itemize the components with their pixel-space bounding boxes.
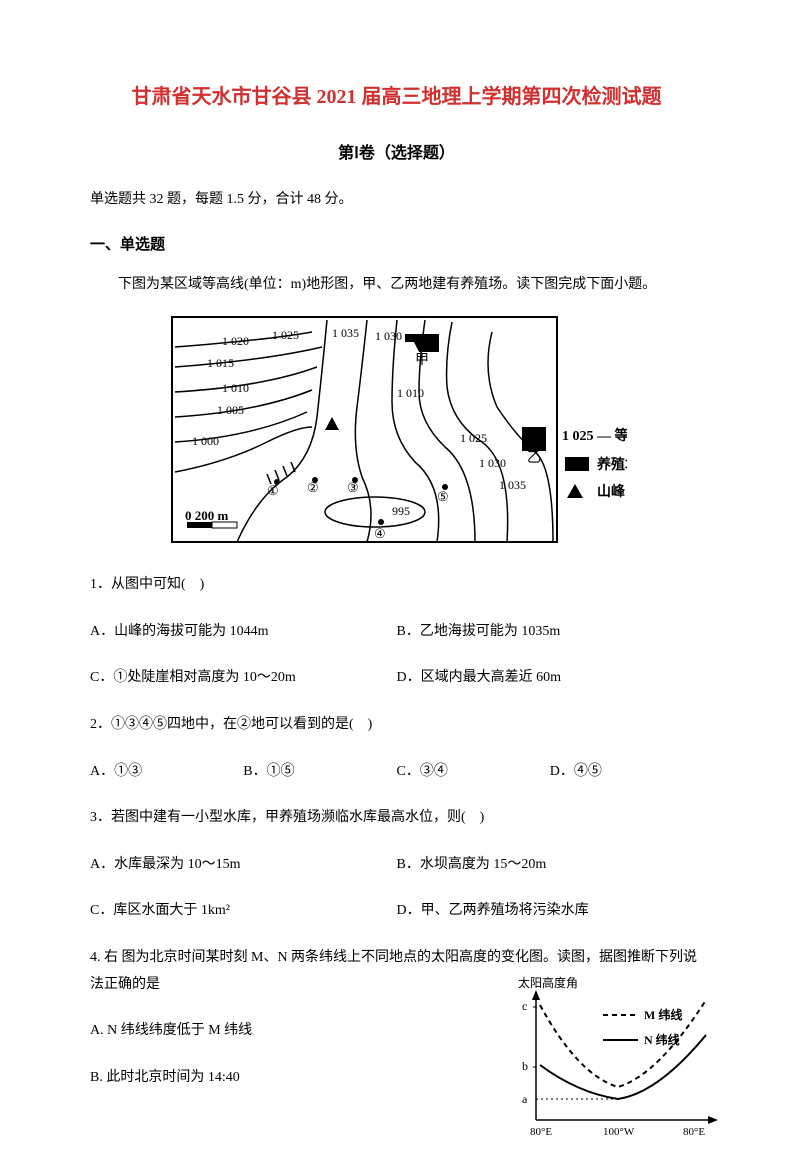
contour-label: 1 025 — [460, 431, 487, 445]
q1-option-b: B．乙地海拔可能为 1035m — [397, 619, 704, 646]
contour-label: 1 030 — [479, 456, 506, 470]
contour-label: 1 005 — [217, 403, 244, 417]
q2-option-a: A．①③ — [90, 759, 243, 786]
question-2-options: A．①③ B．①⑤ C．③④ D．④⑤ — [90, 759, 703, 786]
question-1: 1．从图中可知( ) — [90, 572, 703, 599]
prompt-1: 下图为某区域等高线(单位：m)地形图，甲、乙两地建有养殖场。读下图完成下面小题。 — [90, 272, 703, 297]
question-3-options-row2: C．库区水面大于 1km² D．甲、乙两养殖场将污染水库 — [90, 898, 703, 925]
contour-label: 1 015 — [207, 356, 234, 370]
x-label-1: 100°W — [603, 1126, 635, 1138]
q3-option-b: B．水坝高度为 15～20m — [397, 852, 704, 879]
q2-option-c: C．③④ — [397, 759, 550, 786]
contour-label: 1 000 — [192, 434, 219, 448]
question-4-block: 4. 右 图为北京时间某时刻 M、N 两条纬线上不同地点的太阳高度的变化图。读图… — [90, 945, 703, 1091]
legend-farm: 养殖场 — [596, 456, 627, 473]
x-label-0: 80°E — [530, 1126, 552, 1138]
q3-option-c: C．库区水面大于 1km² — [90, 898, 397, 925]
sun-altitude-chart: 太阳高度角 c b a 80°E 100°W 80°E M 纬线 — [508, 975, 723, 1150]
q2-option-b: B．①⑤ — [243, 759, 396, 786]
contour-label: 1 020 — [222, 334, 249, 348]
legend-peak: 山峰 — [597, 483, 626, 500]
marker-5: ⑤ — [437, 489, 449, 504]
q3-option-a: A．水库最深为 10～15m — [90, 852, 397, 879]
q1-option-d: D．区域内最大高差近 60m — [397, 665, 704, 692]
y-label-c: c — [522, 999, 527, 1013]
q1-option-c: C．①处陡崖相对高度为 10～20m — [90, 665, 397, 692]
marker-3: ③ — [347, 480, 359, 495]
contour-label: 1 025 — [272, 328, 299, 342]
contour-label: 1 035 — [499, 478, 526, 492]
contour-map-figure: 1 020 1 025 1 035 1 030 1 015 1 010 1 01… — [167, 312, 627, 547]
scale-label: 0 200 m — [185, 508, 229, 523]
q2-option-d: D．④⑤ — [550, 759, 703, 786]
legend-contour: 1 025 — 等高线 — [562, 427, 627, 444]
question-1-options-row1: A．山峰的海拔可能为 1044m B．乙地海拔可能为 1035m — [90, 619, 703, 646]
q3-option-d: D．甲、乙两养殖场将污染水库 — [397, 898, 704, 925]
question-2: 2．①③④⑤四地中，在②地可以看到的是( ) — [90, 712, 703, 739]
x-label-2: 80°E — [683, 1126, 705, 1138]
contour-label: 995 — [392, 504, 410, 518]
marker-jia: 甲 — [415, 353, 429, 368]
y-label-a: a — [522, 1092, 528, 1106]
q1-option-a: A．山峰的海拔可能为 1044m — [90, 619, 397, 646]
marker-yi: 乙 — [527, 450, 541, 466]
legend-n: N 纬线 — [644, 1032, 680, 1047]
chart-title: 太阳高度角 — [518, 975, 578, 990]
section-heading: 一、单选题 — [90, 233, 703, 254]
marker-1: ① — [267, 483, 279, 498]
exam-instruction: 单选题共 32 题，每题 1.5 分，合计 48 分。 — [90, 188, 703, 208]
question-1-options-row2: C．①处陡崖相对高度为 10～20m D．区域内最大高差近 60m — [90, 665, 703, 692]
page-title: 甘肃省天水市甘谷县 2021 届高三地理上学期第四次检测试题 — [90, 80, 703, 109]
subtitle: 第Ⅰ卷（选择题） — [90, 139, 703, 163]
marker-4: ④ — [374, 526, 386, 541]
legend-m: M 纬线 — [644, 1007, 682, 1022]
contour-label: 1 010 — [222, 381, 249, 395]
y-label-b: b — [522, 1059, 528, 1073]
contour-label: 1 010 — [397, 386, 424, 400]
question-3: 3．若图中建有一小型水库，甲养殖场濒临水库最高水位，则( ) — [90, 805, 703, 832]
marker-2: ② — [307, 480, 319, 495]
contour-label: 1 030 — [375, 329, 402, 343]
contour-label: 1 035 — [332, 326, 359, 340]
question-3-options-row1: A．水库最深为 10～15m B．水坝高度为 15～20m — [90, 852, 703, 879]
